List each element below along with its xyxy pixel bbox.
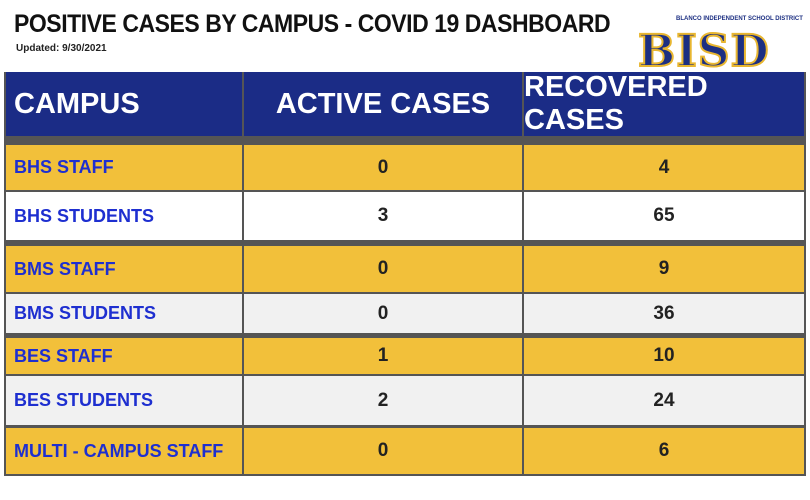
case-count: 2 [244,376,522,425]
case-count: 0 [244,294,522,333]
column-header: RECOVERED CASES [524,71,804,136]
case-count: 65 [524,192,804,240]
case-count: 36 [524,294,804,333]
case-count: 6 [524,428,804,474]
case-count: 4 [524,145,804,190]
case-count: 0 [244,428,522,474]
logo-subtitle: BLANCO INDEPENDENT SCHOOL DISTRICT [676,16,803,22]
case-count: 10 [524,338,804,374]
case-count: 24 [524,376,804,425]
campus-name: BES STUDENTS [6,376,242,425]
case-count: 0 [244,145,522,190]
campus-name: BHS STAFF [6,145,242,190]
updated-date: Updated: 9/30/2021 [16,43,107,54]
case-count: 0 [244,246,522,292]
column-header: ACTIVE CASES [244,72,522,136]
campus-name: BMS STAFF [6,246,242,292]
logo-name: BISD [637,25,770,78]
case-count: 3 [244,192,522,240]
title: POSITIVE CASES BY CAMPUS - COVID 19 DASH… [14,10,611,38]
campus-name: BHS STUDENTS [6,192,242,240]
case-count: 9 [524,246,804,292]
column-header: CAMPUS [6,72,242,136]
table: CAMPUS ACTIVE CASES RECOVERED CASES BHS STA… [4,71,806,476]
campus-name: MULTI - CAMPUS STAFF [6,428,242,474]
logo: BLANCO INDEPENDENT SCHOOL DISTRICT BISD [628,14,806,78]
campus-name: BMS STUDENTS [6,294,242,333]
campus-name: BES STAFF [6,338,242,374]
case-count: 1 [244,338,522,374]
